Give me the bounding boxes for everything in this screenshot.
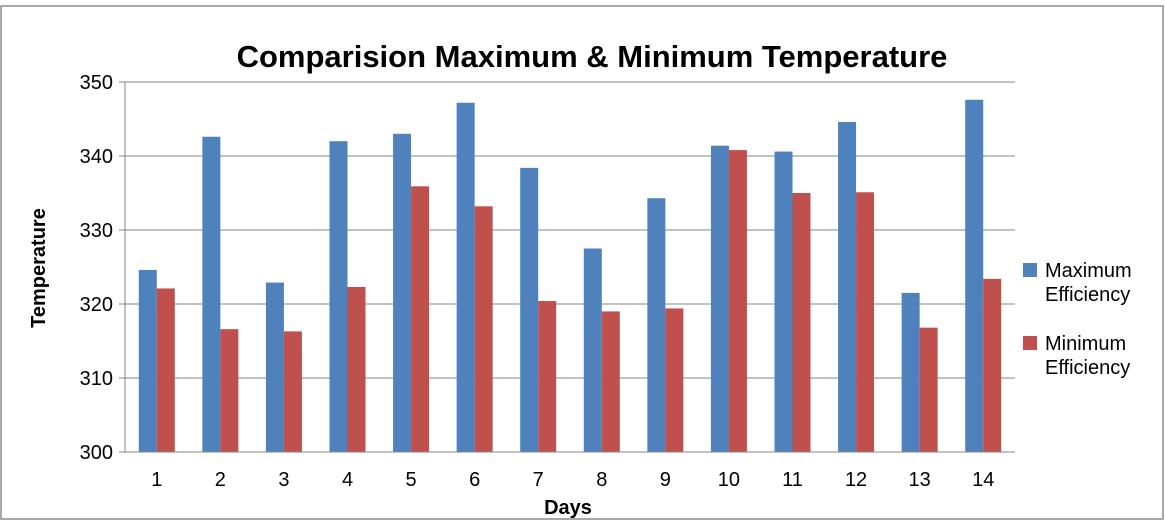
x-tick-label: 2 [215,469,226,491]
bar-minimum-day-10 [728,150,747,452]
legend-label: Efficiency [1045,357,1130,379]
bar-minimum-day-5 [411,186,430,452]
axes [124,82,1015,453]
legend-label: Minimum [1045,333,1126,355]
y-tick-label: 340 [80,146,113,168]
x-tick-label: 9 [660,469,671,491]
bar-minimum-day-1 [156,288,175,452]
x-tick-label: 12 [845,469,867,491]
bar-maximum-day-6 [456,102,475,452]
x-tick-label: 5 [406,469,417,491]
y-tick-label: 310 [80,368,113,390]
bar-maximum-day-9 [647,198,666,452]
bars [138,99,1002,453]
bar-maximum-day-11 [774,151,793,452]
x-tick-label: 8 [596,469,607,491]
bar-maximum-day-5 [393,133,412,453]
bar-minimum-day-8 [601,311,620,452]
bar-maximum-day-7 [520,167,539,452]
legend-label: Efficiency [1045,284,1130,306]
x-tick-label: 4 [342,469,353,491]
bar-maximum-day-1 [138,269,157,452]
bar-maximum-day-8 [583,248,602,452]
y-tick-label: 350 [80,72,113,94]
x-tick-label: 3 [278,469,289,491]
bar-maximum-day-2 [202,136,221,452]
bar-minimum-day-11 [792,193,811,452]
y-tick-label: 300 [80,442,113,464]
chart-title: Comparision Maximum & Minimum Temperatur… [237,39,948,74]
legend-swatch [1023,263,1037,277]
y-tick-label: 330 [80,220,113,242]
bar-maximum-day-10 [710,145,729,452]
y-tick-labels: 300 310 320 330 340 350 [80,72,113,464]
bar-minimum-day-6 [474,206,493,452]
bar-minimum-day-9 [665,308,684,452]
x-tick-label: 10 [718,469,740,491]
bar-maximum-day-14 [965,99,984,452]
bar-minimum-day-14 [983,278,1002,452]
x-axis-label: Days [544,497,592,519]
bar-maximum-day-4 [329,141,348,452]
x-tick-label: 7 [533,469,544,491]
bar-minimum-day-4 [347,286,366,452]
bar-minimum-day-2 [220,329,239,452]
bar-maximum-day-3 [265,282,284,452]
x-tick-label: 6 [469,469,480,491]
bar-minimum-day-7 [538,301,557,452]
legend-label: Maximum [1045,260,1132,282]
y-tick-label: 320 [80,294,113,316]
x-tick-label: 14 [972,469,994,491]
x-tick-label: 1 [151,469,162,491]
x-tick-labels: 1 2 3 4 5 6 7 8 9 10 11 12 13 14 [151,469,994,491]
bar-maximum-day-12 [838,121,857,453]
bar-minimum-day-3 [283,331,302,452]
bar-minimum-day-12 [856,192,875,452]
y-axis-label: Temperature [28,208,50,328]
bar-maximum-day-13 [901,292,920,452]
x-tick-label: 13 [909,469,931,491]
legend-swatch [1023,336,1037,350]
bar-minimum-day-13 [919,327,938,452]
x-tick-label: 11 [782,469,803,491]
